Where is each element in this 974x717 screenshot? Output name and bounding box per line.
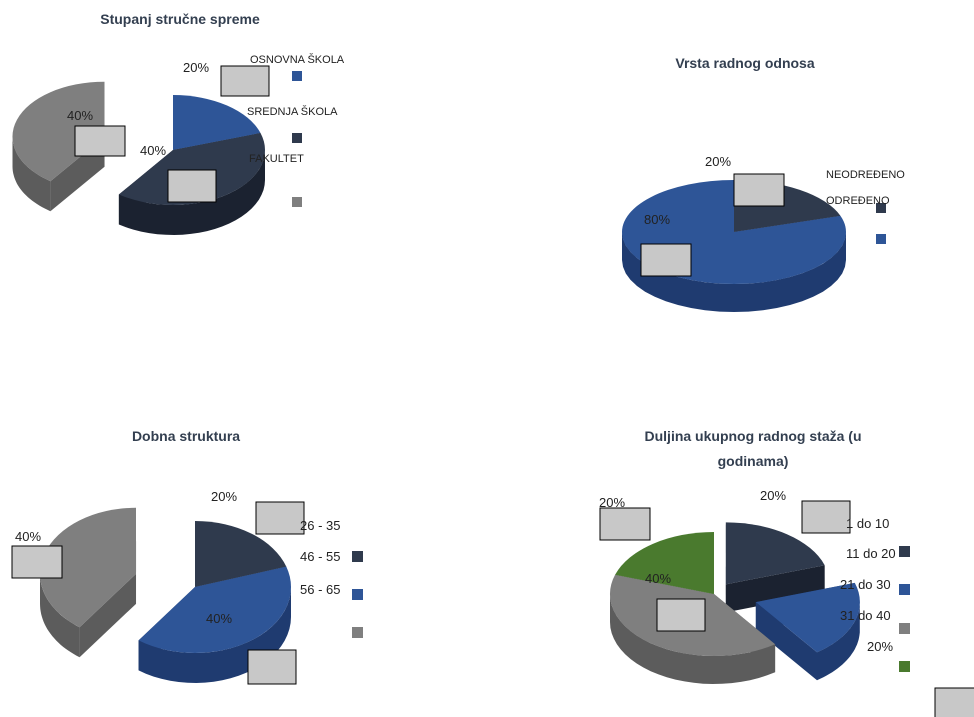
data-label: 20% [705, 154, 731, 169]
pie-slice [40, 507, 137, 628]
pie-slice-side [622, 232, 846, 312]
legend-label: 1 do 10 [846, 516, 889, 531]
legend-label: 46 - 55 [300, 549, 340, 564]
chart-title: Stupanj stručne spreme [100, 11, 260, 27]
pie-slice [755, 582, 860, 653]
data-label: 20% [760, 488, 786, 503]
chart-education: Stupanj stručne spreme 20% 40% 40% OSNOV… [12, 11, 345, 235]
data-label: 20% [183, 60, 209, 75]
pie-slices [12, 81, 266, 235]
chart-work-experience: Duljina ukupnog radnog staža (u godinama… [599, 428, 974, 717]
data-label-box [11, 545, 63, 579]
legend-label: OSNOVNA ŠKOLA [250, 53, 345, 66]
pie-slice-cut-wall [79, 573, 137, 658]
data-label-box [801, 500, 851, 534]
pie-slice-side [40, 573, 80, 658]
data-label-box [74, 125, 126, 157]
legend-label: ODREĐENO [826, 195, 890, 207]
data-label-box [640, 243, 692, 277]
pie-slice [138, 566, 291, 653]
pie-slice-side [118, 150, 266, 235]
legend-label: 31 do 40 [840, 608, 891, 623]
legend-swatch [352, 551, 363, 562]
legend-label: 11 do 20 [846, 546, 896, 561]
pie-slice [118, 133, 266, 206]
legend-label: NEODREĐENO [826, 169, 905, 181]
legend-swatch [292, 133, 302, 143]
data-label-box [220, 65, 270, 97]
pie-slice-side [12, 136, 51, 212]
pie-slice [725, 522, 825, 585]
pie-slice-side [610, 594, 776, 684]
data-label-box [656, 598, 706, 632]
data-label: 40% [140, 143, 166, 158]
legend-swatch [292, 197, 302, 207]
legend-label: 21 do 30 [840, 577, 891, 592]
pie-slice-cut-wall [755, 602, 817, 681]
data-label: 40% [645, 571, 671, 586]
pie-slice [12, 81, 105, 182]
data-label: 20% [211, 489, 237, 504]
chart-title-line: godinama) [718, 453, 789, 469]
legend-swatch [899, 584, 910, 595]
legend-label: SREDNJA ŠKOLA [247, 105, 338, 118]
data-label-box [247, 649, 297, 685]
chart-title: Vrsta radnog odnosa [675, 55, 814, 71]
pie-slices [609, 522, 860, 684]
pie-slice-cut-wall [725, 565, 825, 613]
pie-slice [615, 532, 714, 594]
pie-slice-side [817, 602, 860, 681]
chart-title: Dobna struktura [132, 428, 240, 444]
legend-swatch [876, 203, 886, 213]
legend-swatch [352, 627, 363, 638]
legend-label: FAKULTET [249, 153, 304, 165]
data-label-box [934, 687, 974, 717]
legend-swatch [352, 589, 363, 600]
data-label: 20% [599, 495, 625, 510]
chart-title-line: Duljina ukupnog radnog staža (u [645, 428, 862, 444]
pie-slice [173, 95, 261, 150]
data-label: 40% [67, 108, 93, 123]
chart-employment-type: Vrsta radnog odnosa 20% 80% NEODREĐENO O… [622, 55, 905, 312]
data-label: 40% [206, 611, 232, 626]
data-label-box [167, 169, 217, 203]
legend-swatch [876, 234, 886, 244]
data-label: 20% [867, 639, 893, 654]
data-label-box [733, 173, 785, 207]
chart-age-structure: Dobna struktura 20% 40% 40% 26 - 35 46 -… [11, 428, 363, 685]
data-label: 40% [15, 529, 41, 544]
data-label: 80% [644, 212, 670, 227]
legend-label: 56 - 65 [300, 582, 340, 597]
legend-swatch [899, 661, 910, 672]
legend-label: 26 - 35 [300, 518, 340, 533]
pie-slice [195, 521, 287, 587]
legend-swatch [292, 71, 302, 81]
data-label-box [599, 507, 651, 541]
legend-swatch [899, 546, 910, 557]
data-label-box [255, 501, 305, 535]
legend-swatch [899, 623, 910, 634]
